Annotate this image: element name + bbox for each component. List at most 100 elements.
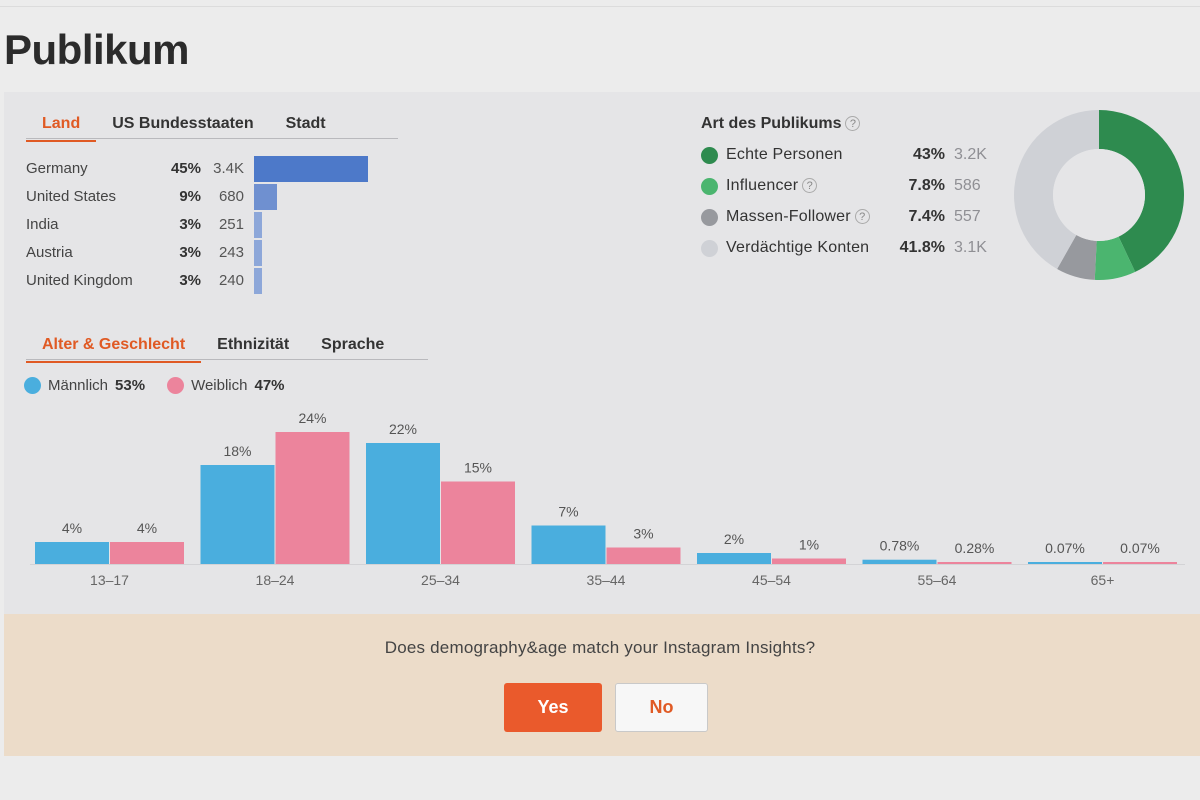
audience-color-dot <box>701 240 718 257</box>
legend-female-label: Weiblich <box>191 377 248 394</box>
country-share-bar <box>254 156 368 182</box>
country-count: 3.4K <box>213 160 244 177</box>
help-icon[interactable]: ? <box>802 178 818 193</box>
male-bar <box>697 553 771 564</box>
feedback-question: Does demography&age match your Instagram… <box>384 638 816 657</box>
audience-type-label-wrap: Verdächtige Konten <box>726 239 869 257</box>
no-button[interactable]: No <box>615 683 708 732</box>
donut-slice <box>1057 235 1097 280</box>
legend-female: Weiblich 47% <box>167 377 285 394</box>
yes-button[interactable]: Yes <box>504 683 602 732</box>
country-row: United Kingdom 3% 240 <box>26 268 386 294</box>
country-share-bar <box>254 240 262 266</box>
tab-city[interactable]: Stadt <box>285 115 326 132</box>
country-count: 240 <box>218 272 244 289</box>
country-count: 251 <box>218 216 244 233</box>
tab-age-gender[interactable]: Alter & Geschlecht <box>26 336 202 363</box>
male-bar <box>35 542 109 564</box>
audience-type-count: 557 <box>954 208 981 225</box>
bar-value-label: 15% <box>464 460 492 476</box>
donut-slice <box>1094 236 1136 280</box>
country-name: United States <box>26 188 117 205</box>
country-percent: 45% <box>170 160 201 177</box>
tab-land[interactable]: Land <box>26 115 97 142</box>
audience-type-row: Influencer? 7.8% 586 <box>701 175 1001 199</box>
country-percent: 3% <box>179 216 201 233</box>
country-name: Germany <box>26 160 88 177</box>
bar-value-label: 22% <box>389 421 417 437</box>
country-count: 680 <box>218 188 244 205</box>
country-row: Austria 3% 243 <box>26 240 386 266</box>
female-bar <box>772 558 846 564</box>
audience-type-percent: 7.8% <box>908 177 945 194</box>
audience-type-count: 3.2K <box>954 146 987 163</box>
audience-type-label: Echte Personen <box>726 146 843 163</box>
top-divider <box>0 6 1200 7</box>
audience-type-percent: 7.4% <box>908 208 945 225</box>
legend-female-value: 47% <box>254 377 285 394</box>
x-tick-label: 45–54 <box>752 572 791 588</box>
country-percent: 3% <box>179 244 201 261</box>
help-icon[interactable]: ? <box>845 116 861 131</box>
bar-value-label: 4% <box>62 520 82 536</box>
donut-slice <box>1099 109 1184 272</box>
tab-ethnicity[interactable]: Ethnizität <box>217 336 290 353</box>
bar-value-label: 1% <box>799 537 819 553</box>
bar-value-label: 3% <box>633 526 653 542</box>
male-bar <box>366 443 440 564</box>
audience-type-title-text: Art des Publikums <box>701 115 842 132</box>
female-swatch <box>167 377 185 394</box>
audience-type-row: Massen-Follower? 7.4% 557 <box>701 206 1001 230</box>
x-tick-label: 65+ <box>1091 572 1115 588</box>
demo-tabs-divider <box>26 359 428 360</box>
audience-type-percent: 41.8% <box>899 239 945 256</box>
country-name: Austria <box>26 244 73 261</box>
audience-color-dot <box>701 178 718 195</box>
country-share-bar <box>254 212 262 238</box>
geo-tabs: Land US Bundesstaaten Stadt <box>26 115 342 142</box>
audience-type-row: Echte Personen 43% 3.2K <box>701 144 1001 168</box>
legend-male-value: 53% <box>115 377 146 394</box>
country-row: Germany 45% 3.4K <box>26 156 386 182</box>
male-swatch <box>24 377 41 394</box>
country-count: 243 <box>218 244 244 261</box>
demographics-tabs: Alter & Geschlecht Ethnizität Sprache <box>26 336 400 363</box>
bar-value-label: 2% <box>724 531 744 547</box>
male-bar <box>1028 562 1102 564</box>
audience-type-label-wrap: Massen-Follower? <box>726 208 870 226</box>
audience-type-title: Art des Publikums? <box>701 115 861 133</box>
legend-male: Männlich 53% <box>24 377 145 394</box>
audience-color-dot <box>701 209 718 226</box>
bar-value-label: 24% <box>298 410 326 426</box>
female-bar <box>606 547 681 564</box>
page-title: Publikum <box>4 26 190 73</box>
audience-type-label: Massen-Follower <box>726 208 851 225</box>
feedback-bar <box>4 614 1200 756</box>
bar-value-label: 4% <box>137 520 157 536</box>
tab-us-states[interactable]: US Bundesstaaten <box>112 115 254 132</box>
bar-value-label: 18% <box>223 443 251 459</box>
x-tick-label: 13–17 <box>90 572 129 588</box>
audience-type-percent: 43% <box>912 146 945 163</box>
tab-language[interactable]: Sprache <box>321 336 385 353</box>
audience-type-label: Influencer <box>726 177 799 194</box>
x-tick-label: 18–24 <box>256 572 295 588</box>
country-row: United States 9% 680 <box>26 184 386 210</box>
male-bar <box>862 559 937 564</box>
audience-type-label: Verdächtige Konten <box>726 239 870 256</box>
country-name: India <box>26 216 59 233</box>
audience-color-dot <box>701 147 718 164</box>
donut-slice <box>1014 110 1099 269</box>
gender-legend: Männlich 53% Weiblich 47% <box>24 377 285 394</box>
help-icon[interactable]: ? <box>854 209 870 224</box>
country-name: United Kingdom <box>26 272 133 289</box>
country-percent: 3% <box>179 272 201 289</box>
male-bar <box>531 525 606 564</box>
donut-hole <box>1053 149 1145 241</box>
female-bar <box>275 432 350 564</box>
female-bar <box>937 562 1012 564</box>
bar-value-label: 0.78% <box>880 538 920 554</box>
female-bar <box>441 481 515 564</box>
country-share-bar <box>254 268 262 294</box>
